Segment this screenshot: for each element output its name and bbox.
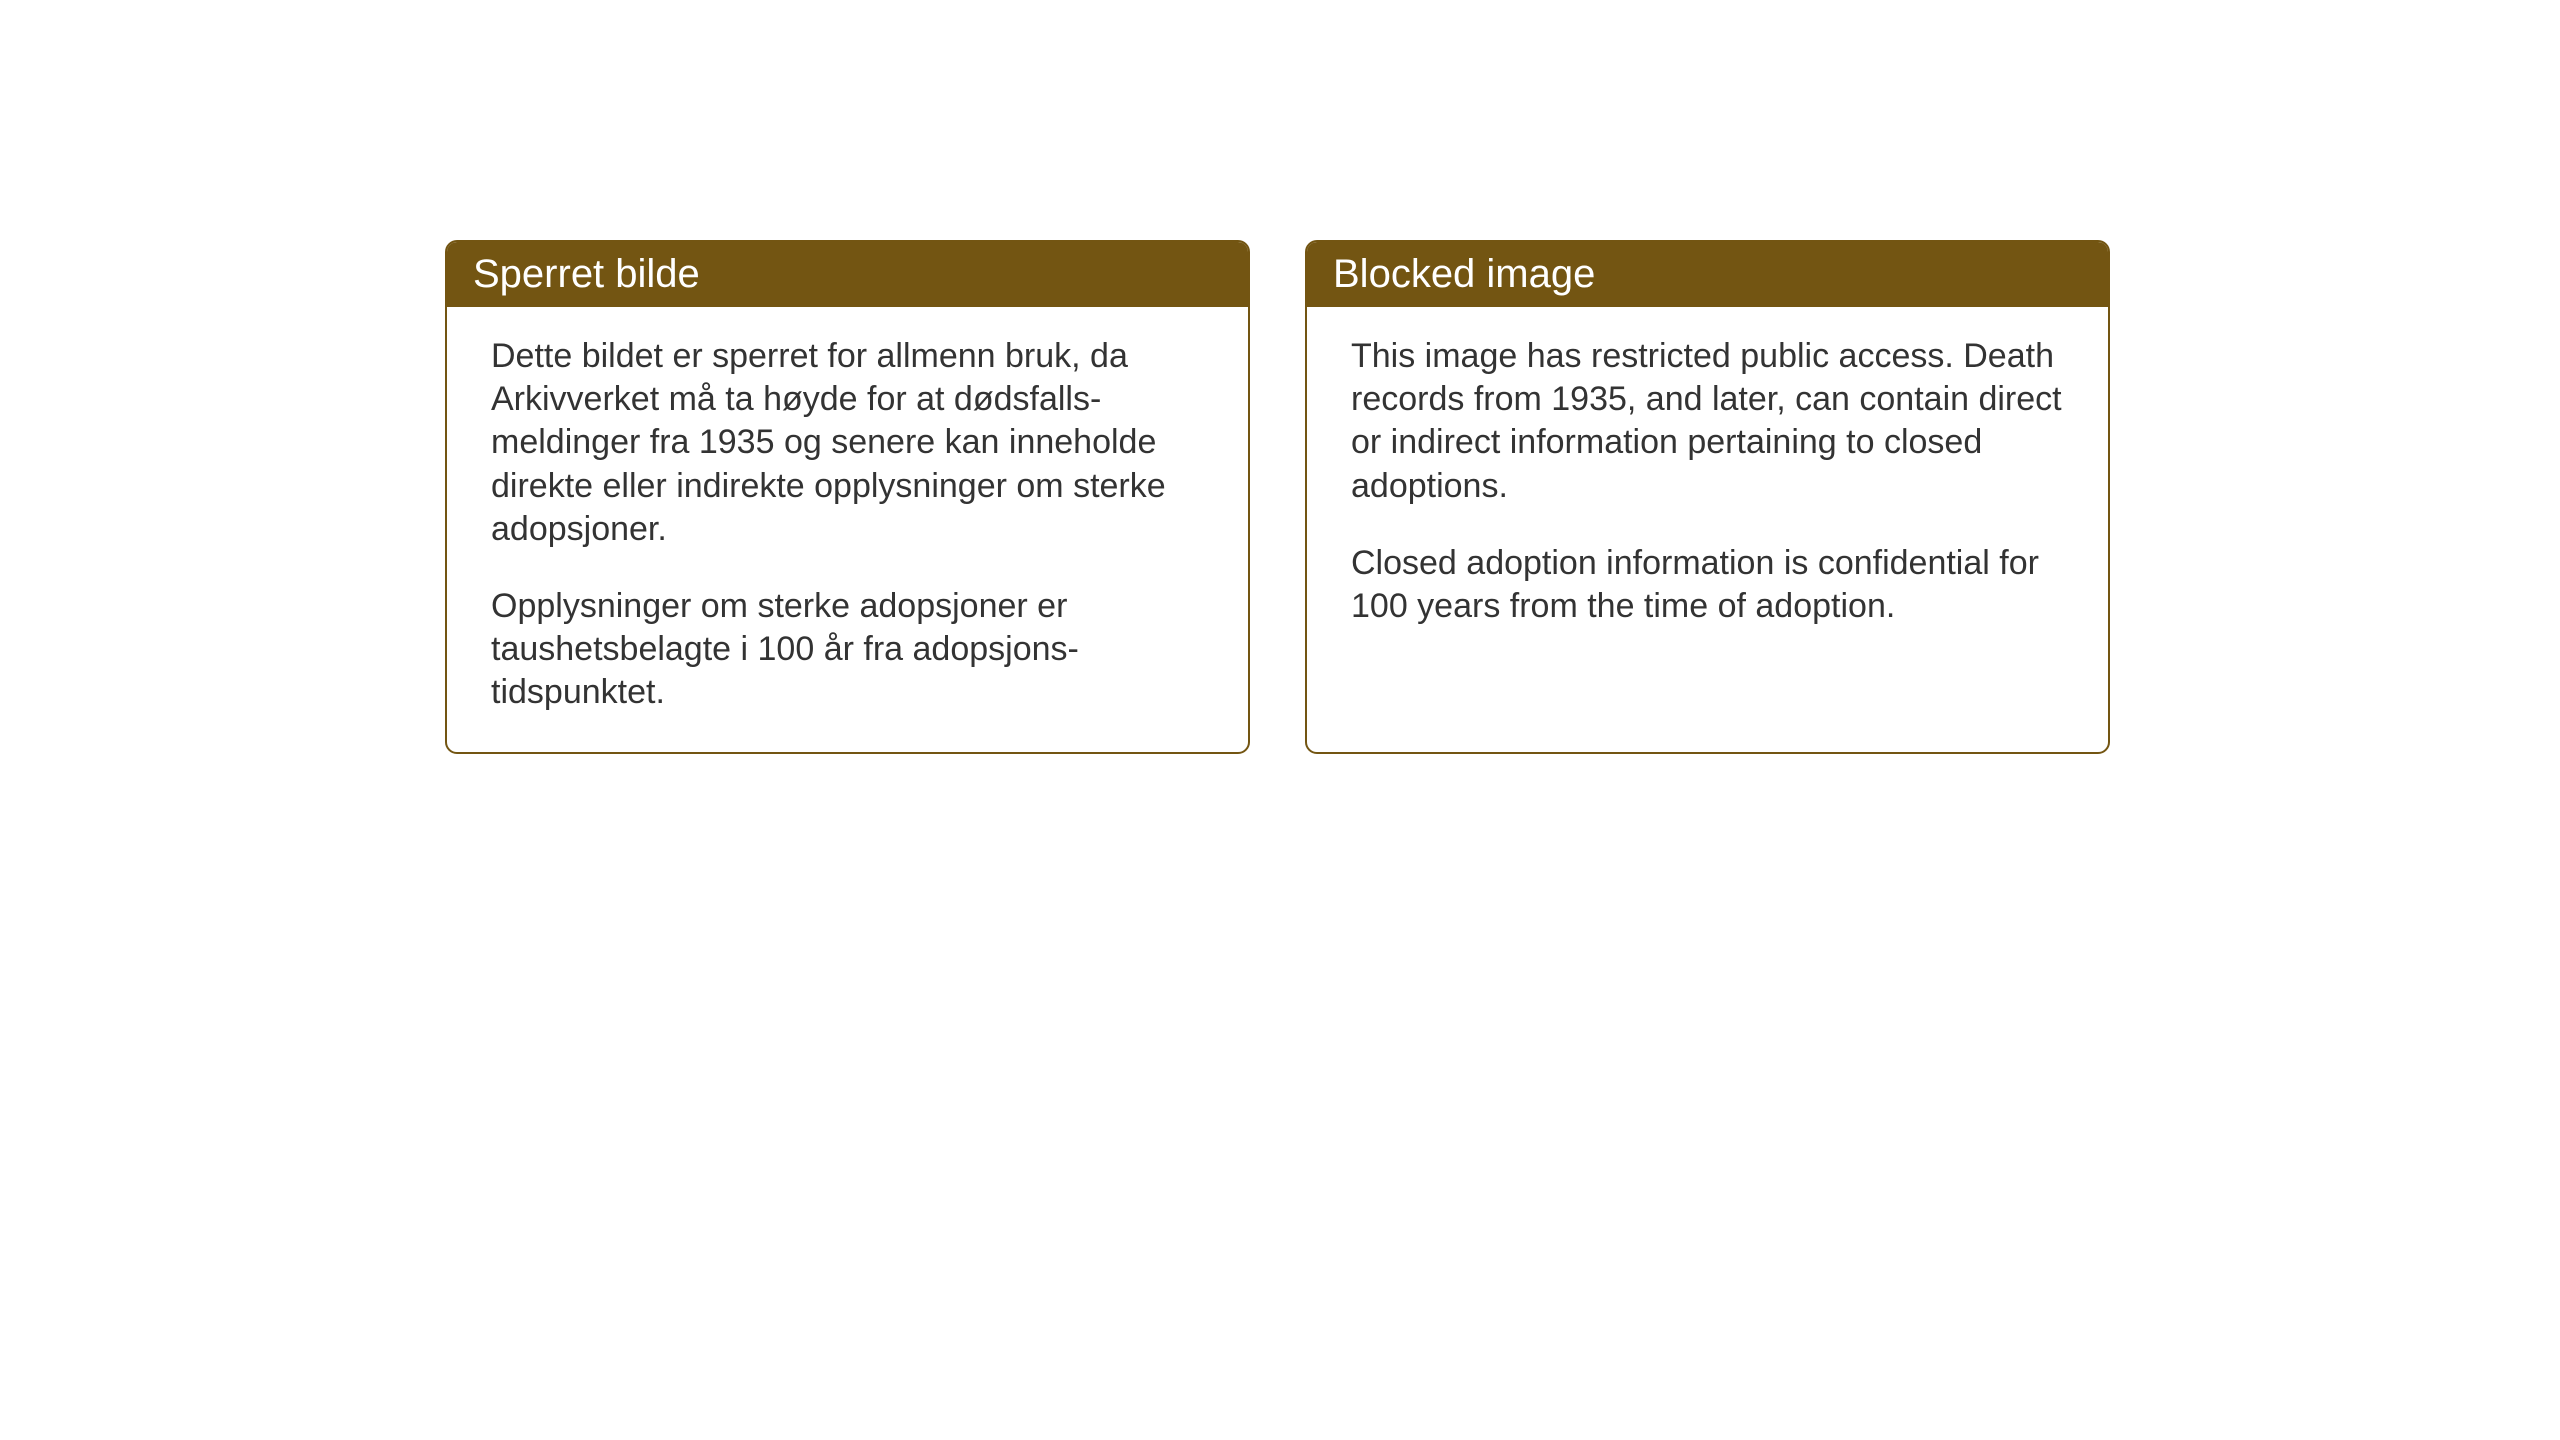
card-header: Sperret bilde <box>447 242 1248 307</box>
card-paragraph: Closed adoption information is confident… <box>1351 542 2064 628</box>
card-paragraph: This image has restricted public access.… <box>1351 335 2064 508</box>
card-paragraph: Opplysninger om sterke adopsjoner er tau… <box>491 585 1204 715</box>
card-body: This image has restricted public access.… <box>1307 307 2108 666</box>
card-body: Dette bildet er sperret for allmenn bruk… <box>447 307 1248 752</box>
card-title: Sperret bilde <box>473 252 700 296</box>
card-header: Blocked image <box>1307 242 2108 307</box>
card-title: Blocked image <box>1333 252 1595 296</box>
notice-card-english: Blocked image This image has restricted … <box>1305 240 2110 754</box>
card-paragraph: Dette bildet er sperret for allmenn bruk… <box>491 335 1204 551</box>
notice-card-norwegian: Sperret bilde Dette bildet er sperret fo… <box>445 240 1250 754</box>
cards-container: Sperret bilde Dette bildet er sperret fo… <box>445 240 2110 754</box>
